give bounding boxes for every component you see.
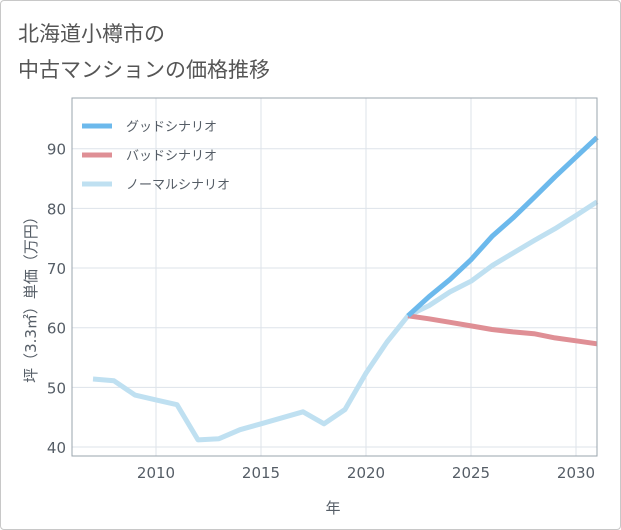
x-tick-label: 2020 bbox=[347, 464, 385, 482]
x-axis-label: 年 bbox=[325, 499, 340, 517]
x-tick-label: 2015 bbox=[242, 464, 280, 482]
x-axis: 2010 2015 2020 2025 2030 bbox=[137, 464, 595, 482]
chart-title: 北海道小樽市の 中古マンションの価格推移 bbox=[18, 22, 270, 82]
y-tick-label: 90 bbox=[47, 141, 66, 159]
y-tick-label: 40 bbox=[47, 439, 66, 457]
y-tick-label: 80 bbox=[47, 200, 66, 218]
x-tick-label: 2010 bbox=[137, 464, 175, 482]
series-line-2 bbox=[407, 313, 598, 347]
x-tick-label: 2025 bbox=[452, 464, 490, 482]
legend-label: ノーマルシナリオ bbox=[126, 178, 230, 193]
series-lines bbox=[92, 135, 599, 443]
y-axis-label: 坪（3.3㎡）単価（万円） bbox=[22, 209, 40, 383]
y-tick-label: 60 bbox=[47, 320, 66, 338]
legend-label: バッドシナリオ bbox=[126, 149, 217, 164]
plot-border bbox=[71, 97, 598, 457]
y-tick-label: 70 bbox=[47, 260, 66, 278]
grid bbox=[72, 98, 597, 456]
plot-frame bbox=[71, 97, 598, 457]
series-line-1 bbox=[406, 135, 599, 318]
series-line-3 bbox=[92, 199, 599, 443]
legend-label: グッドシナリオ bbox=[126, 120, 217, 135]
x-tick-label: 2030 bbox=[557, 464, 595, 482]
y-axis: 40 50 60 70 80 90 bbox=[47, 141, 66, 457]
y-tick-label: 50 bbox=[47, 379, 66, 397]
